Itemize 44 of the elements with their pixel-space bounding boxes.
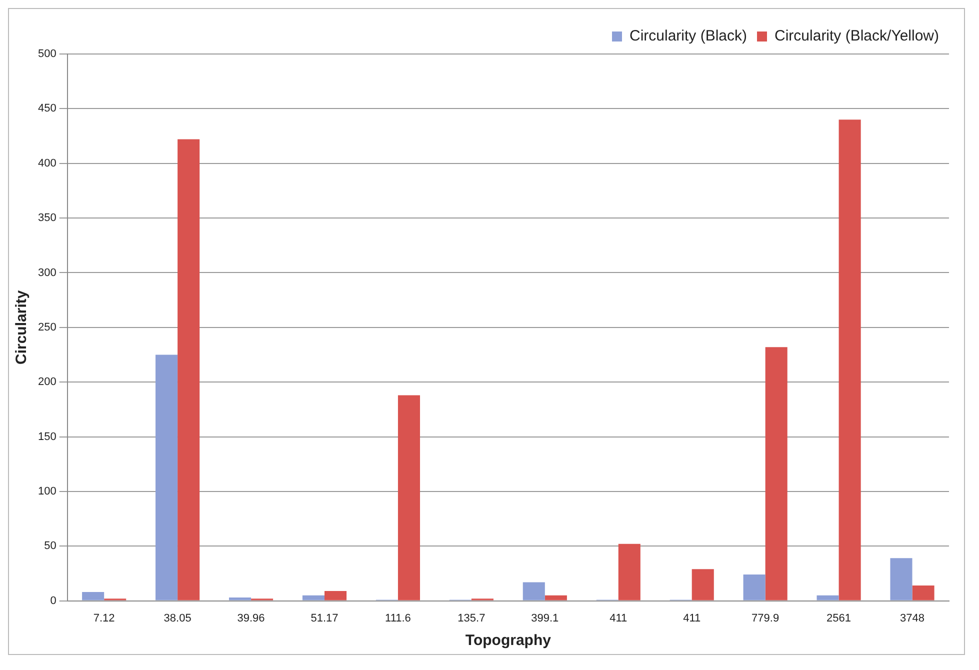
x-tick-label: 38.05 bbox=[164, 612, 192, 624]
x-tick-label: 411 bbox=[610, 612, 628, 624]
x-tick-label: 779.9 bbox=[752, 612, 780, 624]
y-tick-label: 400 bbox=[38, 157, 56, 170]
bar bbox=[156, 354, 178, 600]
x-tick-label: 411 bbox=[683, 612, 701, 624]
y-tick-label: 450 bbox=[38, 102, 56, 115]
bar bbox=[890, 558, 912, 600]
bar bbox=[912, 585, 934, 600]
x-tick-label: 7.12 bbox=[93, 612, 115, 624]
x-tick-label: 135.7 bbox=[458, 612, 486, 624]
bar bbox=[324, 590, 347, 600]
bar bbox=[816, 595, 839, 600]
y-tick-label: 150 bbox=[38, 430, 56, 443]
bar bbox=[522, 582, 545, 600]
bar bbox=[82, 592, 104, 600]
x-tick-label: 39.96 bbox=[237, 612, 265, 624]
y-tick-label: 250 bbox=[38, 321, 56, 334]
x-tick-label: 399.1 bbox=[531, 612, 559, 624]
y-tick-label: 50 bbox=[44, 540, 56, 552]
x-tick-label: 111.6 bbox=[385, 612, 411, 624]
bar bbox=[692, 569, 714, 600]
x-tick-label: 51.17 bbox=[310, 612, 338, 624]
y-tick-label: 300 bbox=[38, 266, 56, 279]
bar bbox=[765, 347, 788, 600]
bar bbox=[302, 595, 324, 600]
bar bbox=[178, 139, 200, 600]
y-tick-label: 200 bbox=[38, 376, 56, 388]
y-tick-label: 350 bbox=[38, 212, 56, 224]
bar bbox=[398, 395, 420, 600]
y-axis-title: Circularity bbox=[13, 290, 30, 364]
bar bbox=[228, 598, 252, 600]
x-tick-label: 3748 bbox=[900, 612, 925, 624]
bar bbox=[743, 574, 766, 600]
x-axis-title: Topography bbox=[465, 632, 552, 650]
bar bbox=[838, 120, 861, 600]
y-tick-label: 0 bbox=[50, 594, 56, 607]
y-tick-label: 500 bbox=[38, 48, 56, 60]
x-tick-label: 2561 bbox=[826, 612, 852, 624]
legend-label: Circularity (Black) bbox=[630, 28, 748, 45]
bar bbox=[618, 544, 640, 600]
bar bbox=[544, 595, 567, 600]
legend-label: Circularity (Black/Yellow) bbox=[774, 28, 940, 45]
y-tick-label: 100 bbox=[38, 485, 56, 498]
